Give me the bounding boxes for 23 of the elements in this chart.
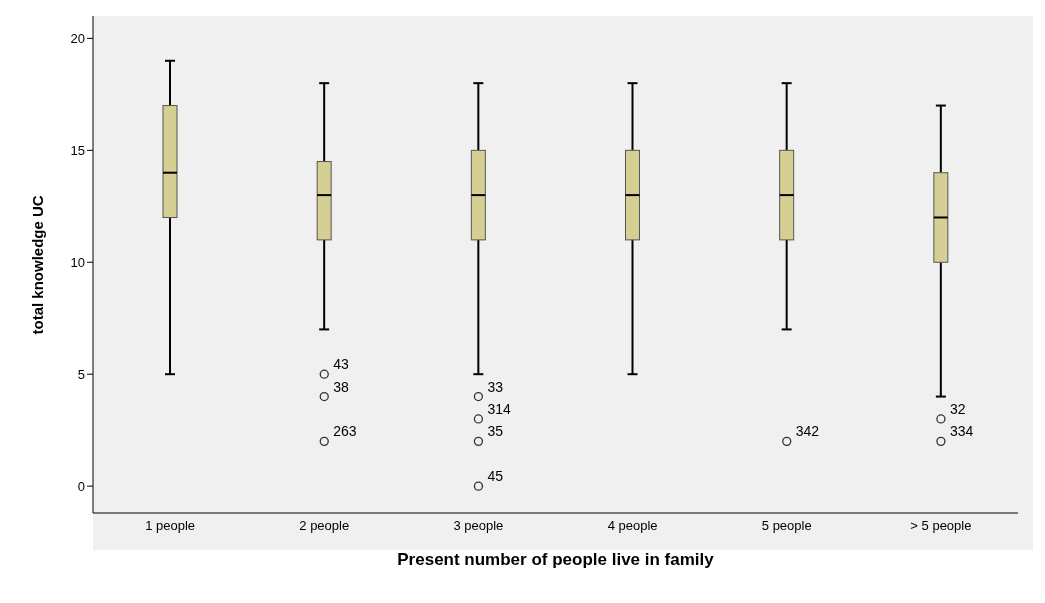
y-tick-label: 20 — [70, 31, 85, 46]
annotation: 43 — [333, 356, 350, 373]
x-tick-label: 4 people — [607, 518, 658, 534]
annotation: 334 — [949, 423, 974, 440]
y-tick-label: 10 — [70, 254, 85, 270]
y-tick-label: 0 — [77, 478, 85, 494]
annotation: 35 — [487, 423, 504, 440]
annotation: 45 — [487, 468, 504, 485]
x-tick-label: 5 people — [761, 518, 812, 534]
x-tick-label: 3 people — [453, 518, 504, 534]
annotation: 38 — [333, 378, 350, 395]
annotation: 342 — [795, 423, 820, 440]
x-tick-label: > 5 people — [910, 518, 972, 534]
y-tick-label: 15 — [70, 142, 85, 158]
x-tick-label: 1 people — [145, 518, 196, 534]
annotation: 33 — [487, 378, 504, 395]
annotation: 32 — [949, 400, 966, 417]
y-axis-title: total knowledge UC — [29, 195, 47, 335]
x-tick-label: 2 people — [299, 518, 350, 534]
x-axis-title: Present number of people live in family — [397, 550, 715, 569]
y-tick-label: 5 — [77, 366, 85, 382]
annotation: 314 — [487, 400, 511, 417]
annotation: 263 — [333, 423, 357, 440]
